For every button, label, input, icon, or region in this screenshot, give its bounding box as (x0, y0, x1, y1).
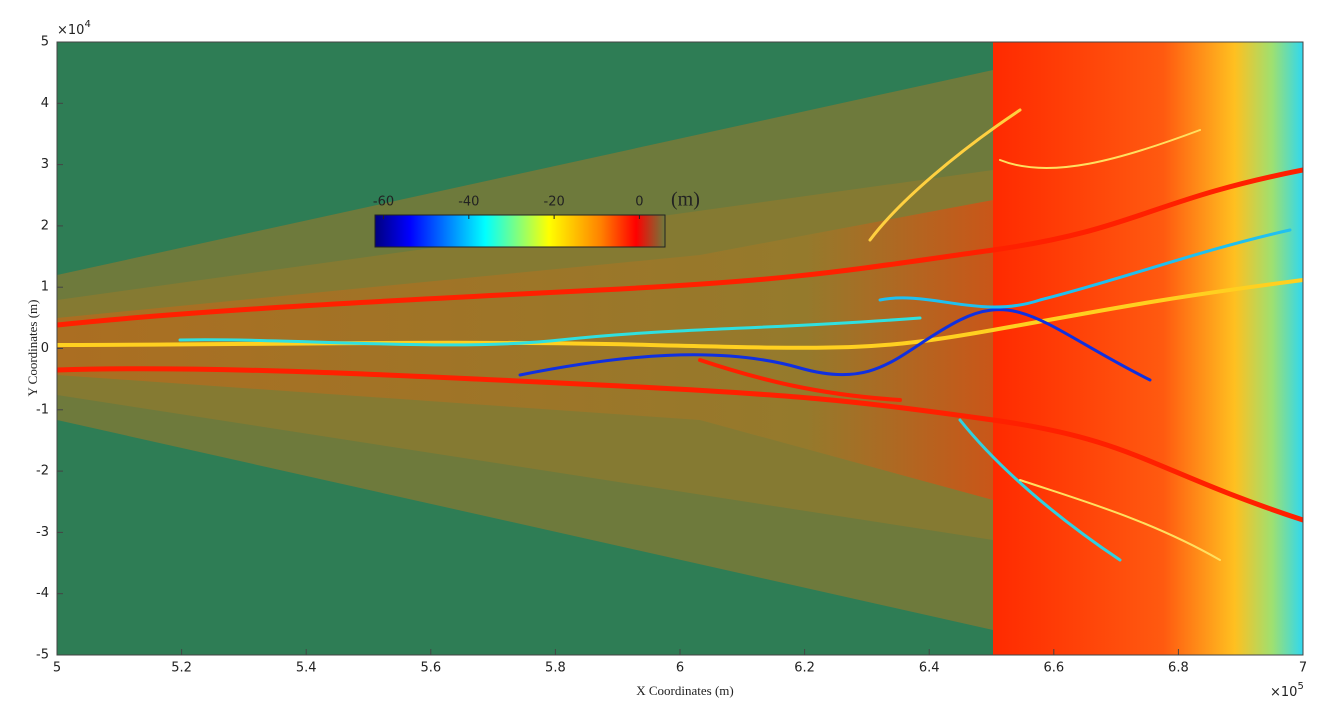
colorbar-tick-label: -60 (373, 195, 394, 210)
y-multiplier-exponent: 4 (84, 19, 90, 30)
y-tick-label: 0 (41, 341, 49, 356)
y-multiplier: ×104 (57, 19, 91, 38)
x-multiplier: ×105 (1270, 681, 1304, 698)
y-multiplier-base: ×10 (57, 23, 84, 38)
y-tick-label: 2 (41, 218, 49, 233)
y-tick-label: 3 (41, 157, 49, 172)
x-tick-label: 5 (53, 661, 61, 676)
x-tick-label: 6.6 (1043, 661, 1064, 676)
y-axis-label: Y Coordinates (m) (25, 300, 40, 397)
x-tick-label: 6 (676, 661, 684, 676)
y-tick-label: 5 (41, 35, 49, 50)
y-tick-label: -3 (36, 525, 49, 540)
colorbar-tick-label: -40 (458, 195, 479, 210)
x-multiplier-base: ×10 (1270, 685, 1297, 699)
x-tick-label: 5.4 (296, 661, 317, 676)
x-axis-label: X Coordinates (m) (636, 683, 733, 698)
x-tick-label: 6.2 (794, 661, 815, 676)
y-tick-label: -2 (36, 464, 49, 479)
x-tick-label: 6.8 (1168, 661, 1189, 676)
x-multiplier-exponent: 5 (1297, 681, 1303, 692)
x-tick-label: 5.8 (545, 661, 566, 676)
y-tick-label: -5 (36, 648, 49, 663)
field-image (57, 42, 1303, 655)
y-tick-label: 1 (41, 280, 49, 295)
figure: 5 5.2 5.4 5.6 5.8 6 6.2 6.4 6.6 6.8 7 -5 -4 -3 -2 -1 0 1 2… (0, 0, 1317, 698)
x-tick-label: 5.6 (420, 661, 441, 676)
colorbar-tick-label: 0 (635, 195, 643, 210)
colorbar-fill (375, 215, 665, 247)
y-tick-label: -4 (36, 586, 49, 601)
colorbar-tick-label: -20 (544, 195, 565, 210)
y-tick-label: -1 (36, 402, 49, 417)
x-tick-label: 7 (1299, 661, 1307, 676)
x-tick-label: 5.2 (171, 661, 192, 676)
y-tick-label: 4 (41, 96, 49, 111)
colorbar-unit: (m) (671, 189, 700, 211)
x-tick-label: 6.4 (919, 661, 940, 676)
